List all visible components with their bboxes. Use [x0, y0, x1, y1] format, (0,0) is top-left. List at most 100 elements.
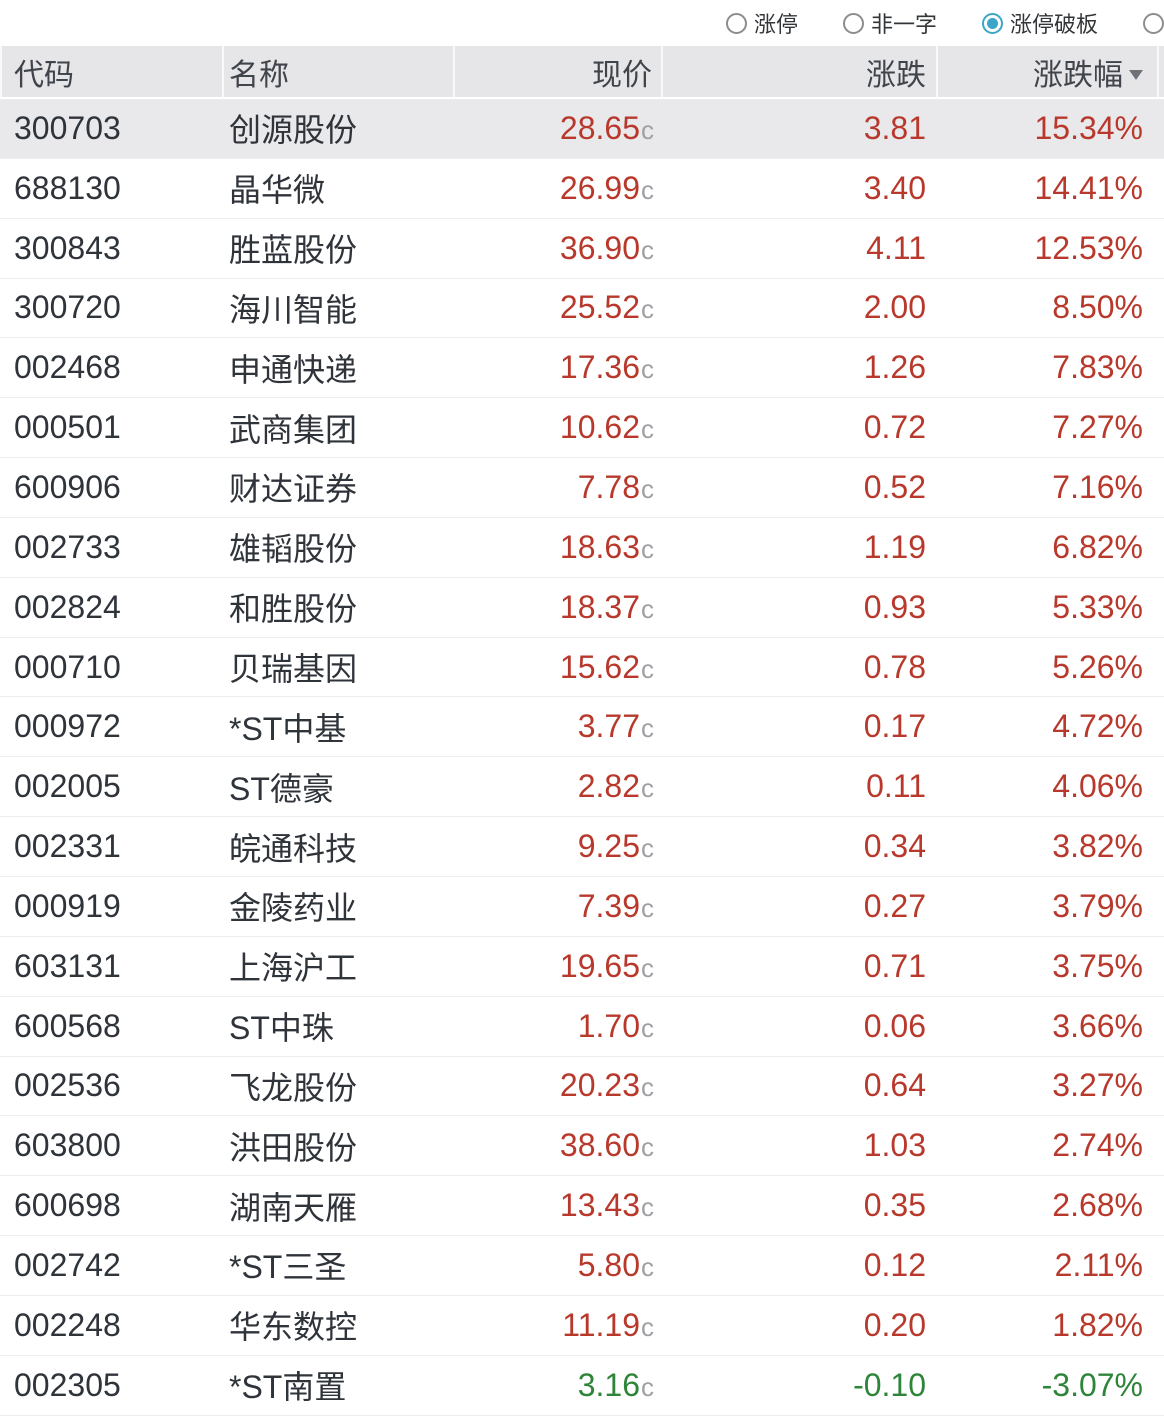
stock-code: 002733 [14, 528, 121, 565]
price-value: 3.77 [577, 708, 640, 745]
stock-price: 7.78 c [455, 458, 663, 517]
stock-price: 10.62 c [455, 398, 663, 457]
header-filler [1159, 46, 1164, 97]
table-row[interactable]: 002733 雄韬股份 18.63 c 1.19 6.82% [0, 517, 1164, 578]
stock-change: 0.12 [863, 1246, 926, 1283]
stock-change: 0.72 [863, 409, 926, 446]
price-suffix: c [641, 1251, 654, 1282]
table-row[interactable]: 000501 武商集团 10.62 c 0.72 7.27% [0, 398, 1164, 459]
table-row[interactable]: 002305 *ST南置 3.16 c -0.10 -3.07% [0, 1355, 1164, 1416]
stock-name: 武商集团 [229, 411, 358, 448]
table-row[interactable]: 600698 湖南天雁 13.43 c 0.35 2.68% [0, 1176, 1164, 1237]
stock-change: 1.26 [863, 349, 926, 386]
stock-code: 603131 [14, 947, 121, 984]
price-suffix: c [641, 653, 654, 684]
sort-desc-icon [1129, 69, 1143, 80]
price-value: 9.25 [577, 828, 640, 865]
price-suffix: c [641, 533, 654, 564]
column-header-change[interactable]: 涨跌 [663, 46, 938, 97]
stock-code: 000501 [14, 409, 121, 446]
table-row[interactable]: 600568 ST中珠 1.70 c 0.06 3.66% [0, 996, 1164, 1057]
table-row[interactable]: 002536 飞龙股份 20.23 c 0.64 3.27% [0, 1056, 1164, 1117]
price-value: 15.62 [559, 648, 640, 685]
price-suffix: c [641, 892, 654, 923]
table-row[interactable]: 002742 *ST三圣 5.80 c 0.12 2.11% [0, 1236, 1164, 1296]
stock-name: 晶华微 [229, 172, 326, 209]
table-row[interactable]: 300720 海川智能 25.52 c 2.00 8.50% [0, 278, 1164, 339]
column-header-price[interactable]: 现价 [455, 46, 663, 97]
table-row[interactable]: 002824 和胜股份 18.37 c 0.93 5.33% [0, 577, 1164, 638]
stock-name: 皖通科技 [229, 830, 358, 867]
stock-change-percent: 2.74% [1052, 1127, 1143, 1164]
price-value: 18.63 [559, 528, 640, 565]
column-header-change-percent[interactable]: 涨跌幅 [938, 46, 1159, 97]
table-row[interactable]: 300843 胜蓝股份 36.90 c 4.11 12.53% [0, 218, 1164, 279]
price-suffix: c [641, 833, 654, 864]
stock-name: ST德豪 [229, 770, 334, 807]
price-suffix: c [641, 1012, 654, 1043]
price-value: 20.23 [559, 1067, 640, 1104]
stock-price: 19.65 c [455, 937, 663, 996]
price-value: 3.16 [577, 1366, 640, 1403]
stock-price: 3.16 c [455, 1356, 663, 1415]
stock-change-percent: 5.33% [1052, 588, 1143, 625]
filter-option-limit-up-broken[interactable]: 涨停破板 [981, 7, 1098, 39]
stock-change-percent: 14.41% [1034, 169, 1143, 206]
stock-change: 0.35 [863, 1187, 926, 1224]
filter-option-label: 涨停破板 [1009, 12, 1098, 37]
column-header-name[interactable]: 名称 [224, 46, 455, 97]
price-value: 17.36 [559, 349, 640, 386]
table-row[interactable]: 000710 贝瑞基因 15.62 c 0.78 5.26% [0, 637, 1164, 698]
table-row[interactable]: 002468 申通快递 17.36 c 1.26 7.83% [0, 338, 1164, 399]
stock-change: -0.10 [853, 1366, 926, 1403]
stock-price: 5.80 c [455, 1236, 663, 1295]
filter-option-clipped[interactable] [1143, 12, 1164, 34]
stock-name: *ST中基 [229, 710, 347, 747]
table-row[interactable]: 002331 皖通科技 9.25 c 0.34 3.82% [0, 817, 1164, 877]
radio-icon [1143, 12, 1164, 34]
stock-change-percent: 2.11% [1054, 1246, 1143, 1283]
stock-code: 300720 [14, 289, 121, 326]
stock-change-percent: 5.26% [1052, 648, 1143, 685]
table-row[interactable]: 603131 上海沪工 19.65 c 0.71 3.75% [0, 936, 1164, 997]
price-value: 10.62 [559, 409, 640, 446]
table-row[interactable]: 000972 *ST中基 3.77 c 0.17 4.72% [0, 697, 1164, 758]
stock-change-percent: 8.50% [1052, 289, 1143, 326]
stock-price: 11.19 c [455, 1296, 663, 1355]
stock-price: 26.99 c [455, 159, 663, 218]
filter-option-one-line[interactable]: 非一字 [842, 7, 937, 39]
stock-price: 7.39 c [455, 877, 663, 936]
price-value: 28.65 [559, 109, 640, 146]
stock-code: 002005 [14, 768, 121, 805]
stock-code: 300843 [14, 229, 121, 266]
stock-name: 贝瑞基因 [229, 651, 358, 688]
stock-name: 飞龙股份 [229, 1069, 358, 1106]
table-row[interactable]: 688130 晶华微 26.99 c 3.40 14.41% [0, 158, 1164, 219]
stock-price: 13.43 c [455, 1176, 663, 1235]
table-row[interactable]: 300703 创源股份 28.65 c 3.81 15.34% [0, 99, 1164, 159]
column-header-code[interactable]: 代码 [0, 46, 224, 97]
price-value: 25.52 [559, 289, 640, 326]
stock-change: 1.19 [863, 528, 926, 565]
stock-name: 创源股份 [229, 112, 358, 149]
stock-price: 2.82 c [455, 757, 663, 816]
price-value: 11.19 [562, 1306, 640, 1343]
table-row[interactable]: 600906 财达证券 7.78 c 0.52 7.16% [0, 458, 1164, 518]
stock-name: 上海沪工 [229, 950, 358, 987]
stock-code: 600698 [14, 1187, 121, 1224]
table-row[interactable]: 002248 华东数控 11.19 c 0.20 1.82% [0, 1295, 1164, 1356]
column-header-change-percent-label: 涨跌幅 [1033, 58, 1123, 92]
radio-icon [842, 12, 864, 34]
filter-option-limit-up[interactable]: 涨停 [725, 7, 798, 39]
stock-name: 金陵药业 [229, 890, 358, 927]
stock-change-percent: 1.82% [1052, 1306, 1143, 1343]
price-suffix: c [641, 1072, 654, 1103]
table-row[interactable]: 002005 ST德豪 2.82 c 0.11 4.06% [0, 757, 1164, 818]
stock-code: 002742 [14, 1246, 121, 1283]
stock-price: 3.77 c [455, 697, 663, 756]
stock-change-percent: 6.82% [1052, 528, 1143, 565]
table-row[interactable]: 000919 金陵药业 7.39 c 0.27 3.79% [0, 876, 1164, 937]
stock-change-percent: 7.83% [1052, 349, 1143, 386]
price-value: 7.39 [577, 887, 640, 924]
table-row[interactable]: 603800 洪田股份 38.60 c 1.03 2.74% [0, 1116, 1164, 1177]
